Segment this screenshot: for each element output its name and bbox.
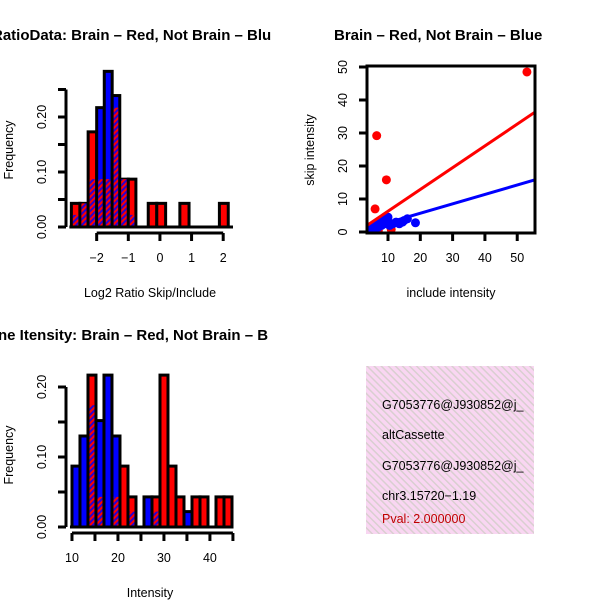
y-tick-label: 0.00: [35, 215, 49, 239]
y-tick-label: 0.20: [35, 375, 49, 399]
y-axis-label: Frequency: [2, 120, 16, 180]
red-bar: [217, 201, 230, 229]
overlap-bar: [105, 179, 111, 226]
y-tick-label: 40: [336, 93, 350, 107]
red-bar: [222, 495, 234, 529]
genomic-location: chr3.15720−1.19: [382, 489, 476, 503]
y-tick-label: 30: [336, 126, 350, 140]
red-fit-line: [367, 110, 535, 227]
scatter-panel: Brain – Red, Not Brain – Blue include in…: [303, 27, 542, 300]
event-type: altCassette: [382, 428, 445, 442]
scatter-marks: [367, 67, 535, 233]
plot-frame: [365, 64, 537, 235]
overlap-bar: [89, 405, 95, 526]
x-tick-label: 0: [156, 251, 163, 265]
x-tick-label: 40: [203, 551, 217, 565]
y-tick-label: 0: [336, 228, 350, 235]
y-tick-label: 0.20: [35, 105, 49, 129]
y-tick-label: 10: [336, 192, 350, 206]
chart-title: RatioData: Brain – Red, Not Brain – Blu: [0, 27, 271, 44]
overlap-bar: [129, 214, 135, 226]
axes: 0 10 20 30 40 50 10 20 30 40 50: [336, 60, 524, 265]
x-tick-label: 30: [157, 551, 171, 565]
x-tick-label: −2: [90, 251, 104, 265]
y-tick-label: 0.10: [35, 445, 49, 469]
y-tick-label: 50: [336, 60, 350, 74]
axes: 0.00 0.10 0.20 10 20 30 40: [35, 375, 235, 565]
info-panel: G7053776@J930852@j_ altCassette G7053776…: [366, 366, 534, 534]
x-axis-label: Intensity: [127, 586, 174, 600]
overlap-bar: [72, 214, 79, 226]
ratio-histogram-panel: RatioData: Brain – Red, Not Brain – Blu …: [0, 27, 271, 300]
x-tick-label: 50: [510, 251, 524, 265]
red-point: [522, 67, 532, 77]
x-tick-label: −1: [121, 251, 135, 265]
info-background: [366, 366, 534, 534]
x-axis-label: include intensity: [407, 286, 497, 300]
overlap-bar: [98, 179, 103, 226]
y-tick-label: 20: [336, 159, 350, 173]
x-tick-label: 40: [478, 251, 492, 265]
red-point: [370, 204, 380, 214]
y-axis-label: skip intensity: [303, 113, 317, 185]
axes: 0.00 0.10 0.20 −2 −1 0 1 2: [35, 88, 227, 265]
red-point: [372, 131, 382, 141]
blue-fit-line: [367, 178, 535, 231]
x-tick-label: 10: [65, 551, 79, 565]
blue-point: [383, 212, 393, 222]
bars: [69, 69, 233, 229]
event-id: G7053776@J930852@j_: [382, 398, 525, 412]
overlap-bar: [81, 203, 87, 226]
overlap-bar: [153, 511, 159, 526]
overlap-bar: [89, 179, 96, 226]
bars: [69, 373, 234, 529]
intensity-histogram-panel: ne Itensity: Brain – Red, Not Brain – B …: [0, 327, 268, 600]
x-tick-label: 20: [413, 251, 427, 265]
overlap-bar: [113, 496, 119, 526]
overlap-bar: [129, 511, 135, 526]
blue-point: [410, 218, 420, 228]
x-tick-label: 20: [111, 551, 125, 565]
chart-title: ne Itensity: Brain – Red, Not Brain – B: [0, 327, 268, 344]
red-bar: [198, 495, 210, 529]
red-point: [381, 175, 391, 185]
x-tick-label: 2: [220, 251, 227, 265]
red-bar: [155, 201, 168, 229]
p-value: Pval: 2.000000: [382, 512, 465, 526]
x-tick-label: 30: [446, 251, 460, 265]
red-bar: [178, 201, 191, 229]
x-tick-label: 10: [381, 251, 395, 265]
x-axis-label: Log2 Ratio Skip/Include: [84, 286, 216, 300]
overlap-bar: [121, 179, 127, 226]
y-tick-label: 0.10: [35, 160, 49, 184]
x-tick-label: 1: [188, 251, 195, 265]
y-axis-label: Frequency: [2, 425, 16, 485]
event-id-2: G7053776@J930852@j_: [382, 459, 525, 473]
overlap-bar: [97, 496, 103, 526]
y-tick-label: 0.00: [35, 515, 49, 539]
chart-title: Brain – Red, Not Brain – Blue: [334, 27, 542, 44]
overlap-bar: [113, 107, 119, 226]
